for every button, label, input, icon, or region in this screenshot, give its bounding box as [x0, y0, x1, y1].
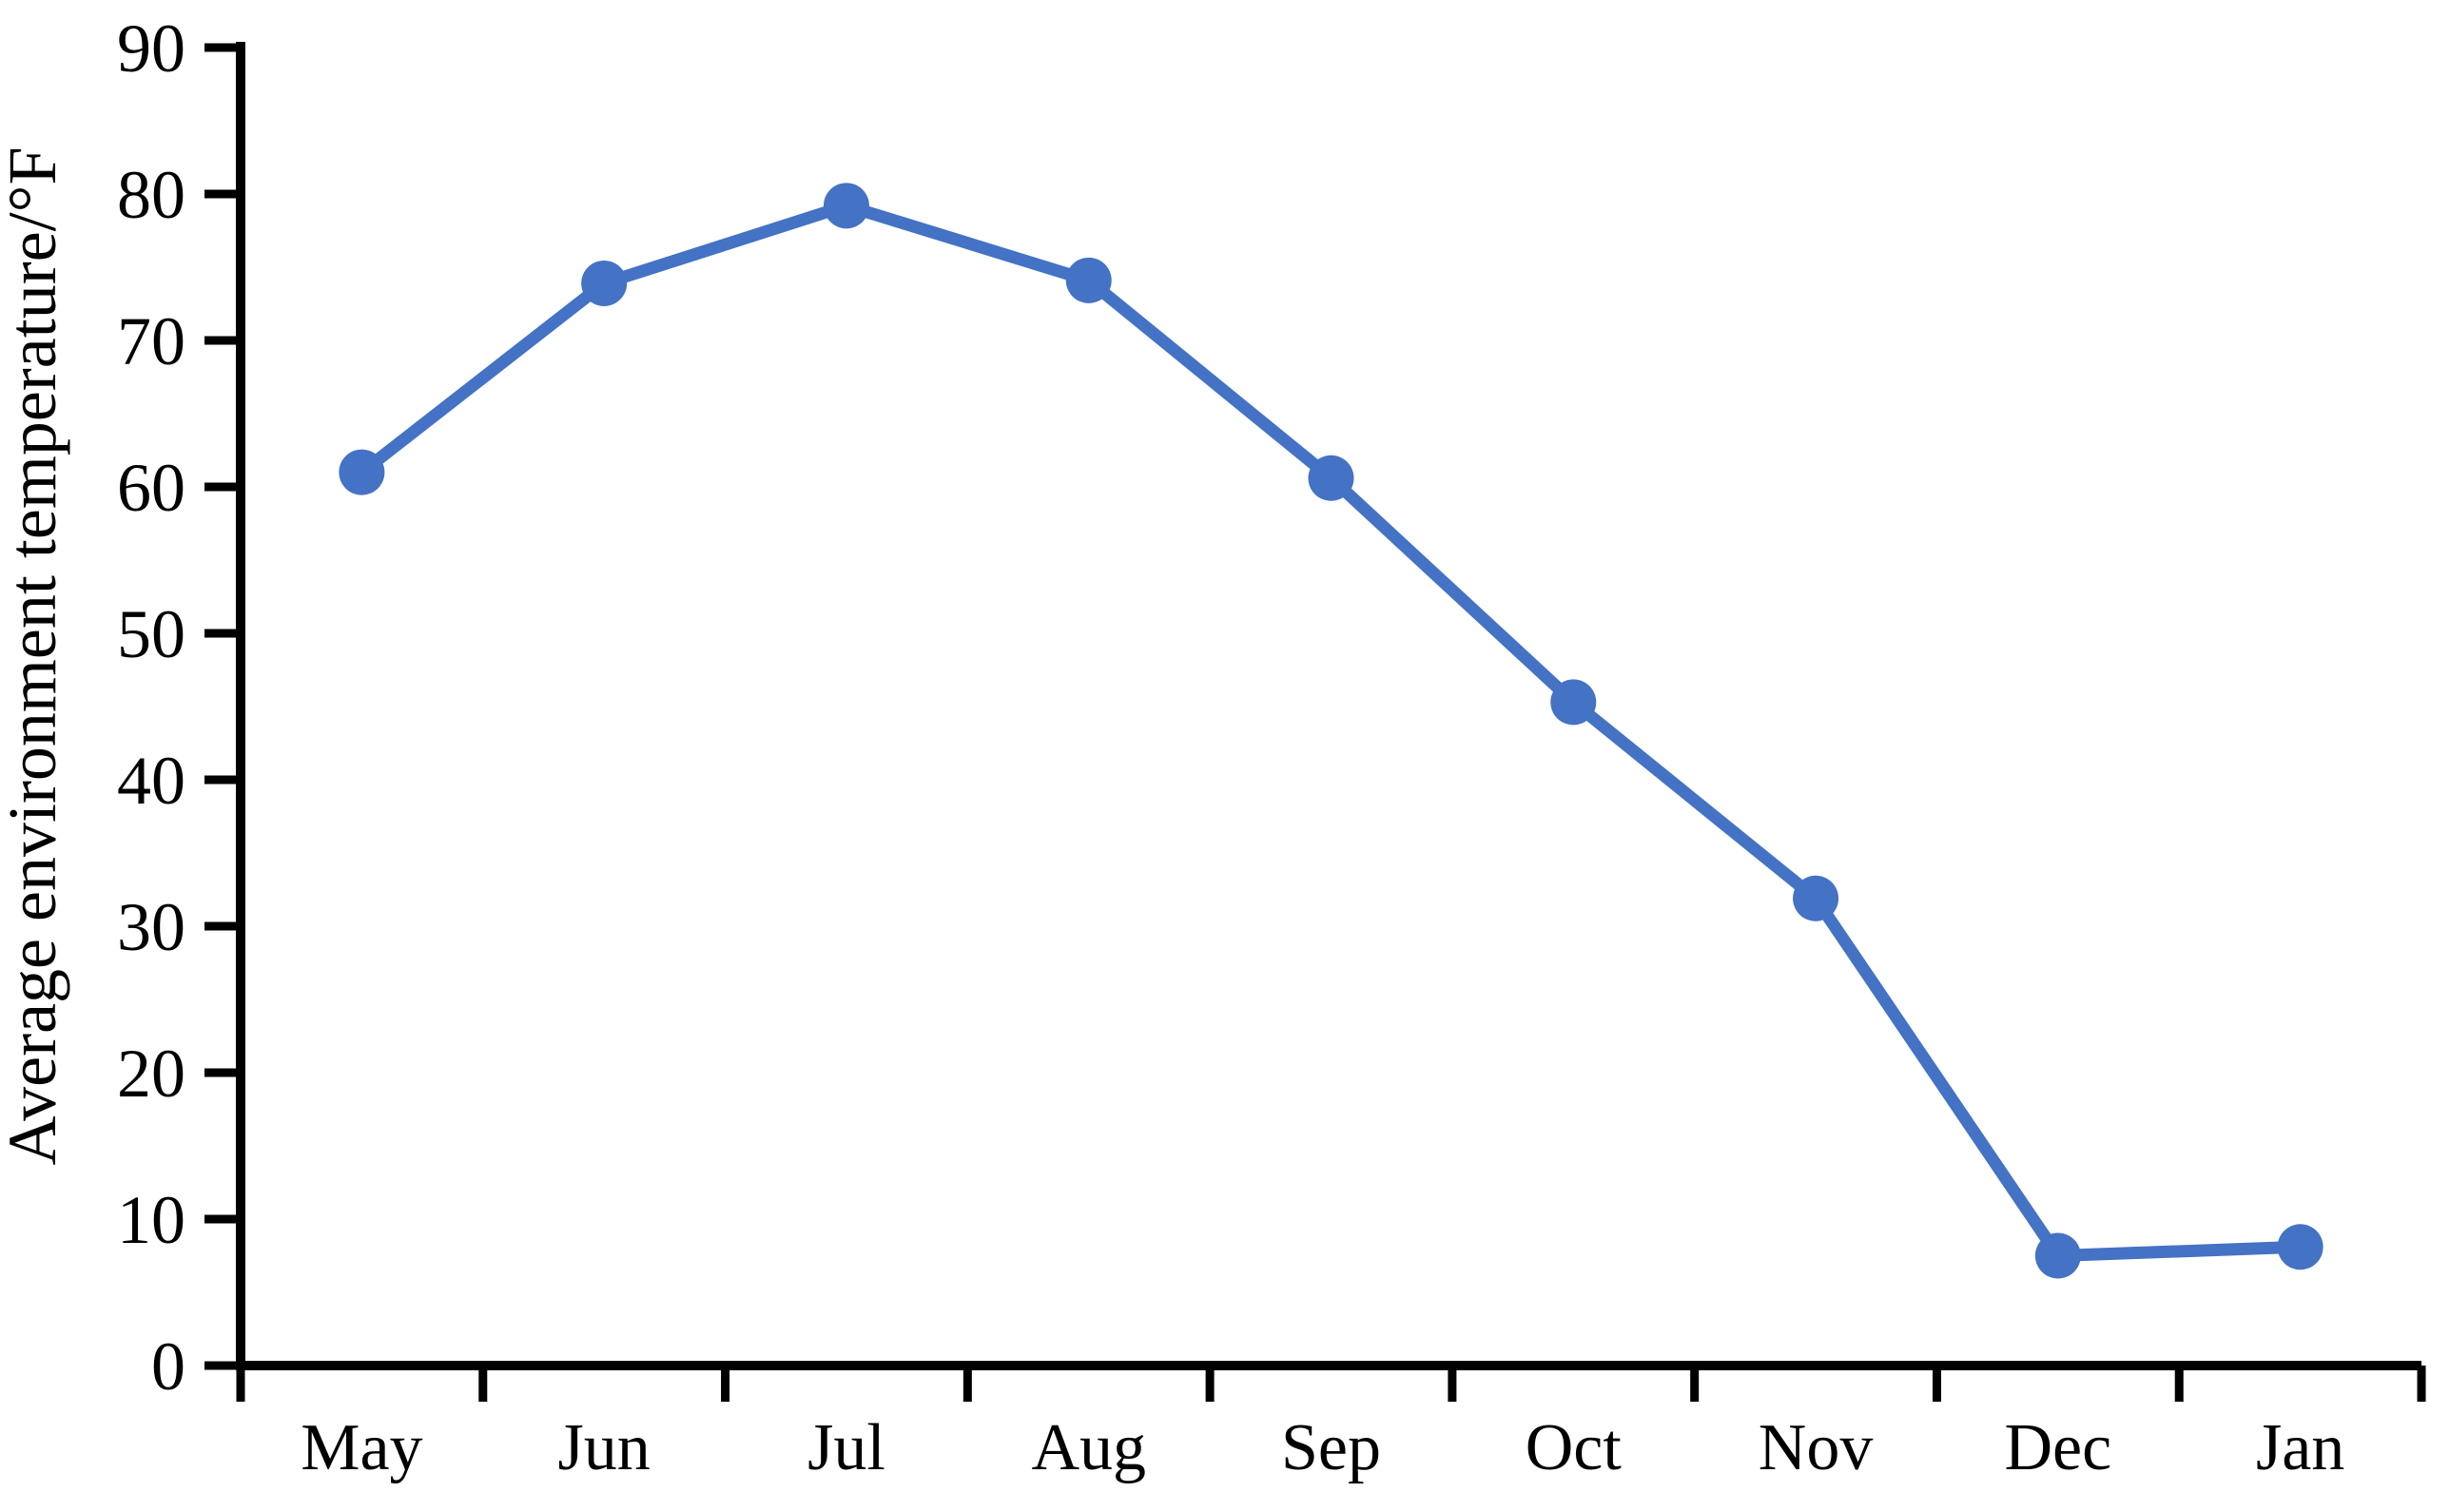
- y-tick-label: 30: [117, 889, 185, 965]
- temperature-series: [339, 183, 2324, 1279]
- y-tick-label: 20: [117, 1036, 185, 1112]
- y-axis: [204, 42, 245, 1370]
- series-polyline: [355, 199, 2307, 1262]
- data-point-marker: [339, 449, 385, 495]
- x-category-label: Jul: [807, 1411, 885, 1484]
- data-point-marker: [2034, 1232, 2081, 1279]
- x-category-label: Sep: [1281, 1411, 1381, 1484]
- x-category-label: Dec: [2004, 1411, 2111, 1484]
- data-point-marker: [581, 260, 628, 306]
- y-tick-labels: 0 10 20 30 40 50 60 70 80 90: [117, 10, 185, 1405]
- y-tick-label: 70: [117, 303, 185, 379]
- data-point-marker: [823, 183, 869, 229]
- y-tick-label: 10: [117, 1182, 185, 1258]
- y-tick-label: 80: [117, 157, 185, 233]
- y-tick-label: 0: [151, 1328, 185, 1405]
- data-point-marker: [1550, 679, 1597, 726]
- x-category-label: Jan: [2256, 1411, 2344, 1484]
- x-category-label: Jun: [558, 1411, 651, 1484]
- y-tick-label: 90: [117, 10, 185, 87]
- data-point-marker: [2277, 1224, 2324, 1270]
- x-category-label: Aug: [1031, 1411, 1146, 1484]
- x-category-label: Oct: [1526, 1411, 1623, 1484]
- data-point-marker: [1793, 875, 1839, 921]
- data-point-marker: [1065, 257, 1112, 303]
- y-tick-label: 40: [117, 743, 185, 819]
- y-tick-label: 60: [117, 450, 185, 526]
- x-axis: [236, 1361, 2426, 1402]
- x-category-label: Nov: [1759, 1411, 1874, 1484]
- y-tick-label: 50: [117, 596, 185, 672]
- data-point-marker: [1308, 455, 1354, 501]
- x-tick-labels: May Jun Jul Aug Sep Oct Nov Dec Jan: [301, 1411, 2344, 1484]
- x-category-label: May: [301, 1411, 422, 1484]
- y-axis-title: Average environment temperature/°F: [0, 146, 70, 1165]
